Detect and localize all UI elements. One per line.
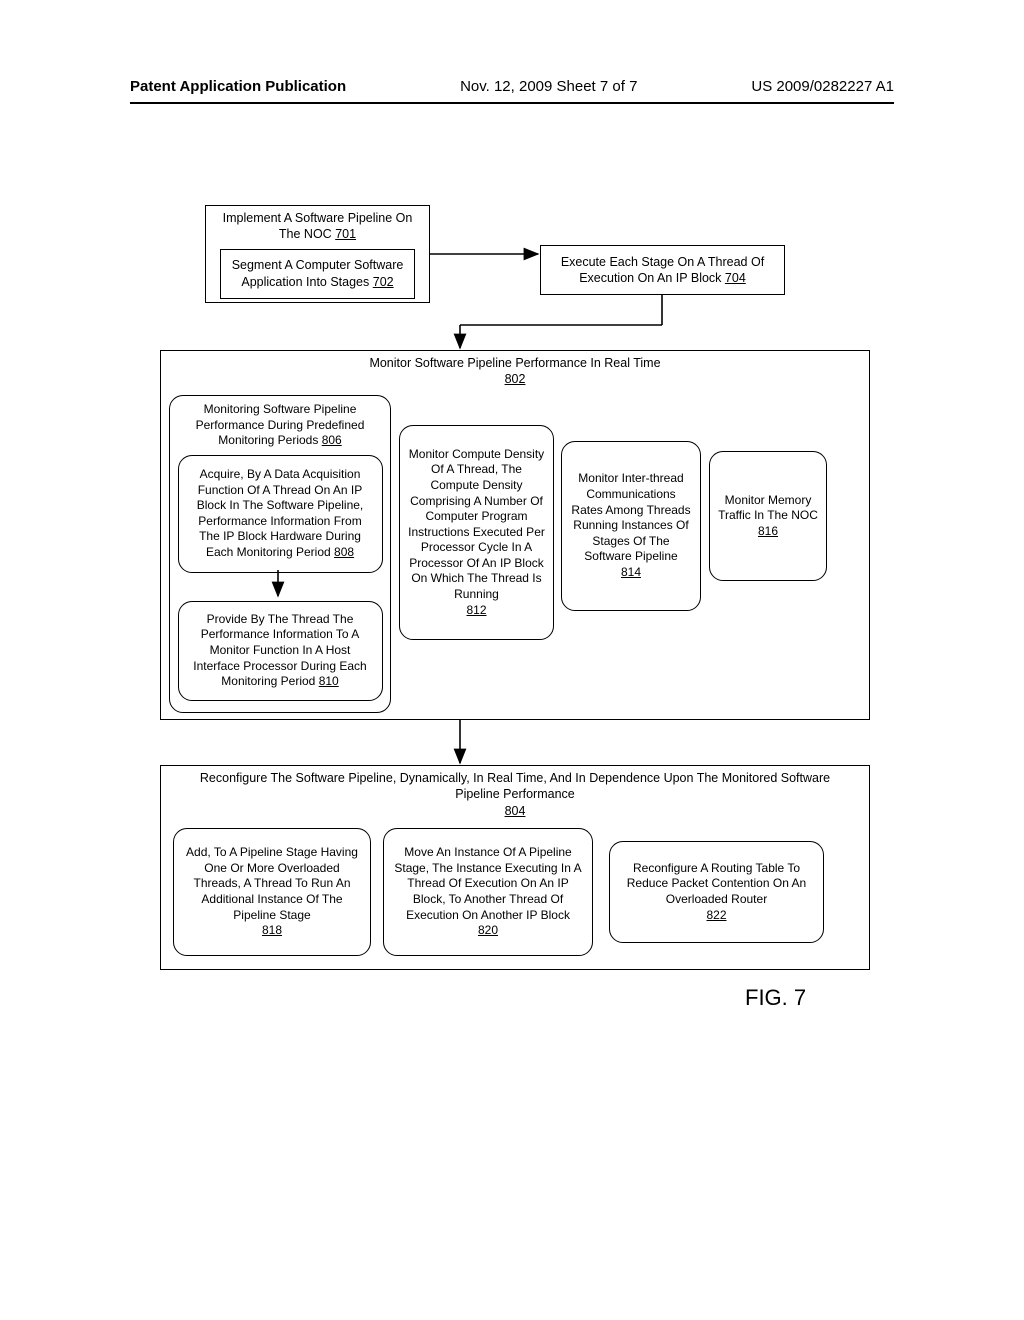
box-808-text: Acquire, By A Data Acquisition Function … xyxy=(187,467,374,561)
box-820: Move An Instance Of A Pipeline Stage, Th… xyxy=(383,828,593,956)
box-822-text: Reconfigure A Routing Table To Reduce Pa… xyxy=(618,861,815,923)
box-814-text: Monitor Inter-thread Communications Rate… xyxy=(570,471,692,580)
header-right: US 2009/0282227 A1 xyxy=(751,78,894,95)
box-704: Execute Each Stage On A Thread Of Execut… xyxy=(540,245,785,295)
box-818: Add, To A Pipeline Stage Having One Or M… xyxy=(173,828,371,956)
box-802: Monitor Software Pipeline Performance In… xyxy=(160,350,870,720)
box-810: Provide By The Thread The Performance In… xyxy=(178,601,383,701)
box-806: Monitoring Software Pipeline Performance… xyxy=(169,395,391,713)
page-header: Patent Application Publication Nov. 12, … xyxy=(0,78,1024,95)
box-816-text: Monitor Memory Traffic In The NOC 816 xyxy=(718,493,818,540)
box-701-text: Implement A Software Pipeline On The NOC… xyxy=(212,210,423,243)
box-810-text: Provide By The Thread The Performance In… xyxy=(187,612,374,690)
box-818-text: Add, To A Pipeline Stage Having One Or M… xyxy=(182,845,362,939)
box-814: Monitor Inter-thread Communications Rate… xyxy=(561,441,701,611)
box-702-text: Segment A Computer Software Application … xyxy=(227,257,408,290)
box-808: Acquire, By A Data Acquisition Function … xyxy=(178,455,383,573)
box-822: Reconfigure A Routing Table To Reduce Pa… xyxy=(609,841,824,943)
box-704-text: Execute Each Stage On A Thread Of Execut… xyxy=(547,254,778,287)
box-812-text: Monitor Compute Density Of A Thread, The… xyxy=(408,447,545,619)
box-820-text: Move An Instance Of A Pipeline Stage, Th… xyxy=(392,845,584,939)
box-701: Implement A Software Pipeline On The NOC… xyxy=(205,205,430,303)
box-802-title: Monitor Software Pipeline Performance In… xyxy=(369,355,660,388)
box-812: Monitor Compute Density Of A Thread, The… xyxy=(399,425,554,640)
box-702: Segment A Computer Software Application … xyxy=(220,249,415,299)
box-804-title: Reconfigure The Software Pipeline, Dynam… xyxy=(167,770,863,819)
figure-label: FIG. 7 xyxy=(745,985,806,1011)
header-rule xyxy=(130,102,894,104)
header-left: Patent Application Publication xyxy=(130,78,346,95)
box-804: Reconfigure The Software Pipeline, Dynam… xyxy=(160,765,870,970)
box-816: Monitor Memory Traffic In The NOC 816 xyxy=(709,451,827,581)
header-center: Nov. 12, 2009 Sheet 7 of 7 xyxy=(460,78,637,95)
box-806-text: Monitoring Software Pipeline Performance… xyxy=(178,402,382,449)
